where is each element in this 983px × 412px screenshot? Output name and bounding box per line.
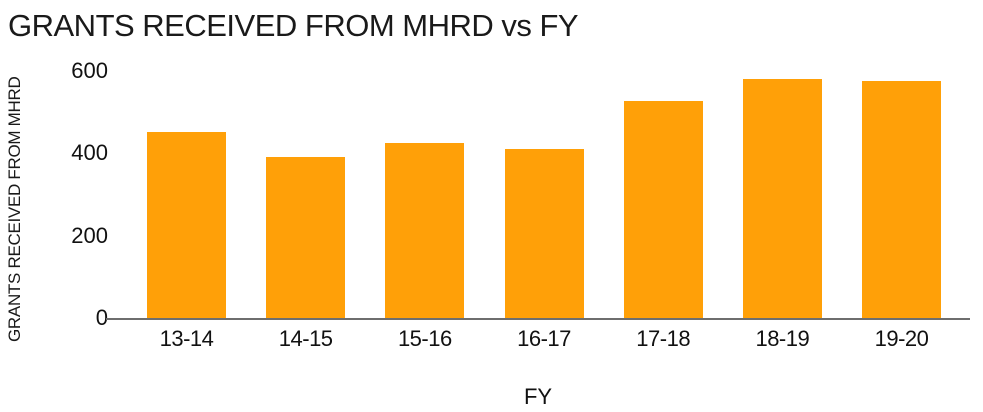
bar-17-18[interactable] <box>623 101 703 318</box>
bar-13-14[interactable] <box>147 132 226 318</box>
bar-18-19[interactable] <box>742 78 822 318</box>
x-axis-line <box>106 318 970 320</box>
bar-16-17[interactable] <box>504 148 584 318</box>
x-tick-label-19-20: 19-20 <box>874 326 929 351</box>
x-tick-label-16-17: 16-17 <box>517 326 571 351</box>
y-tick-label-400: 400 <box>71 140 108 165</box>
y-tick-label-600: 600 <box>71 57 108 83</box>
bar-14-15[interactable] <box>266 157 346 318</box>
chart-title: GRANTS RECEIVED FROM MHRD vs FY <box>8 8 579 43</box>
y-tick-label-200: 200 <box>71 222 108 248</box>
x-tick-label-15-16: 15-16 <box>397 326 452 351</box>
x-axis-label: FY <box>523 384 553 409</box>
x-tick-label-13-14: 13-14 <box>159 326 214 351</box>
x-tick-label-18-19: 18-19 <box>755 326 810 351</box>
y-tick-label-0: 0 <box>95 305 108 330</box>
x-tick-label-14-15: 14-15 <box>278 326 333 351</box>
bar-15-16[interactable] <box>385 142 465 318</box>
y-axis-label: GRANTS RECEIVED FROM MHRD <box>5 76 24 342</box>
bar-19-20[interactable] <box>862 80 942 318</box>
x-tick-label-17-18: 17-18 <box>636 326 691 351</box>
